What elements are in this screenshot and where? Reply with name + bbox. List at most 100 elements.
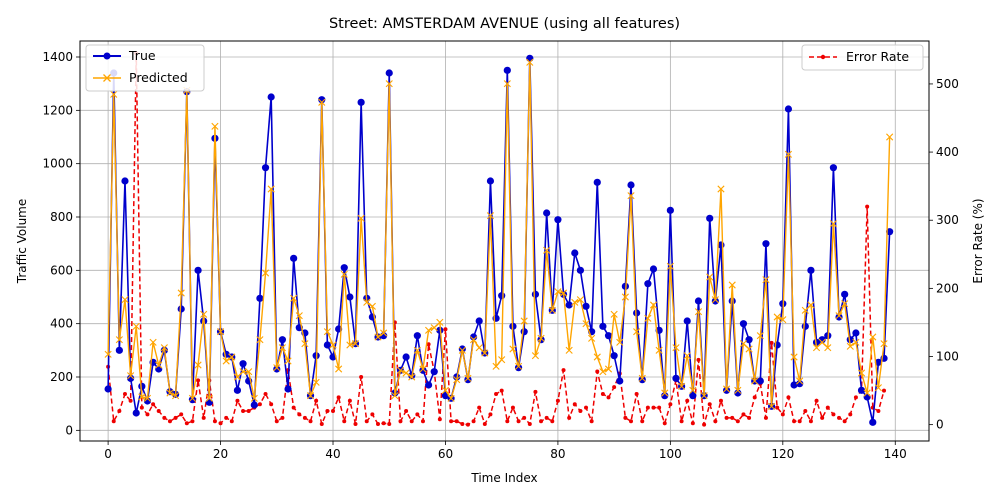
predicted-point	[548, 306, 556, 314]
error-rate-point	[437, 417, 442, 422]
error-rate-point	[696, 357, 701, 362]
error-rate-point	[314, 398, 319, 403]
error-rate-point	[297, 412, 302, 417]
error-rate-point	[713, 419, 718, 424]
y2-tick-label: 300	[936, 213, 959, 227]
predicted-point	[576, 296, 584, 304]
predicted-point	[228, 353, 236, 361]
predicted-point	[694, 308, 703, 316]
predicted-point	[554, 288, 562, 296]
predicted-point	[278, 344, 286, 352]
error-rate-point	[482, 421, 487, 426]
true-point	[256, 294, 264, 302]
y2-tick-label: 0	[936, 418, 944, 432]
predicted-point	[143, 394, 152, 402]
true-point	[194, 266, 202, 274]
predicted-point	[261, 269, 270, 277]
legend-left: True Predicted	[85, 44, 205, 92]
x-tick-label: 60	[438, 447, 453, 461]
error-rate-point	[415, 412, 420, 417]
true-point	[672, 374, 680, 382]
predicted-point	[633, 328, 641, 336]
error-rate-point	[606, 395, 611, 400]
predicted-point	[812, 344, 821, 352]
error-rate-point	[196, 378, 201, 383]
error-rate-point	[769, 340, 774, 345]
predicted-point	[233, 373, 242, 381]
legend-error-marker	[820, 54, 826, 60]
true-point	[734, 389, 742, 397]
y-axis-label: Traffic Volume	[15, 199, 29, 285]
predicted-point	[689, 386, 697, 394]
predicted-point	[211, 122, 219, 130]
predicted-point	[526, 58, 534, 66]
error-rate-point	[612, 385, 617, 390]
predicted-point	[717, 185, 725, 193]
true-point	[402, 353, 410, 361]
true-point	[593, 178, 601, 186]
true-point	[514, 364, 523, 372]
error-rate-point	[595, 369, 600, 374]
predicted-point	[408, 373, 416, 381]
legend-predicted-label: Predicted	[129, 70, 188, 85]
true-point	[531, 290, 540, 298]
predicted-point	[852, 338, 860, 346]
predicted-point	[824, 344, 832, 352]
error-rate-point	[820, 415, 825, 420]
error-rate-point	[690, 421, 695, 426]
true-point	[267, 93, 275, 101]
predicted-point	[700, 392, 708, 400]
error-rate-point	[662, 421, 667, 426]
true-point	[138, 382, 146, 390]
error-rate-point	[797, 419, 802, 424]
error-rate-point	[381, 421, 386, 426]
predicted-point	[239, 368, 247, 376]
error-rate-point	[364, 419, 369, 424]
error-rate-point	[359, 374, 364, 379]
axes: 0 20 40 60 80 100 120 1400200400600800100012001…	[42, 50, 958, 461]
true-point	[801, 322, 809, 330]
y-tick-label: 800	[50, 210, 73, 224]
error-rate-point	[347, 398, 352, 403]
error-rate-point	[747, 415, 752, 420]
error-rate-point	[679, 419, 684, 424]
error-rate-point	[471, 419, 476, 424]
error-rate-point	[291, 405, 296, 410]
predicted-point	[396, 366, 405, 374]
predicted-point	[531, 352, 540, 360]
true-point	[498, 292, 506, 300]
predicted-point	[419, 365, 427, 373]
error-rate-point	[117, 409, 122, 414]
error-rate-point	[162, 415, 167, 420]
y-tick-label: 200	[50, 370, 73, 384]
error-rate-point	[257, 402, 262, 407]
predicted-point	[498, 356, 506, 364]
true-point	[188, 396, 197, 404]
true-point	[796, 380, 804, 388]
predicted-point	[565, 346, 573, 354]
true-point	[132, 409, 140, 417]
true-point	[526, 54, 534, 62]
true-point	[239, 360, 247, 368]
true-point	[633, 309, 641, 317]
true-point	[829, 164, 838, 172]
y2-axis-label: Error Rate (%)	[971, 198, 985, 283]
error-rate-point	[763, 415, 768, 420]
predicted-point	[543, 246, 551, 254]
predicted-point	[762, 276, 770, 284]
error-rate-point	[212, 419, 217, 424]
predicted-point	[205, 394, 213, 402]
y-tick-label: 1400	[42, 50, 73, 64]
predicted-point	[155, 361, 163, 369]
predicted-point	[756, 332, 764, 340]
true-point	[886, 228, 894, 236]
error-rate-point	[651, 405, 656, 410]
predicted-point	[464, 374, 472, 382]
predicted-point	[807, 301, 815, 309]
error-rate-point	[409, 419, 414, 424]
predicted-point	[469, 336, 478, 344]
true-point	[666, 206, 674, 214]
predicted-point	[621, 293, 629, 301]
true-point	[565, 301, 573, 309]
error-rate-point	[263, 391, 268, 396]
